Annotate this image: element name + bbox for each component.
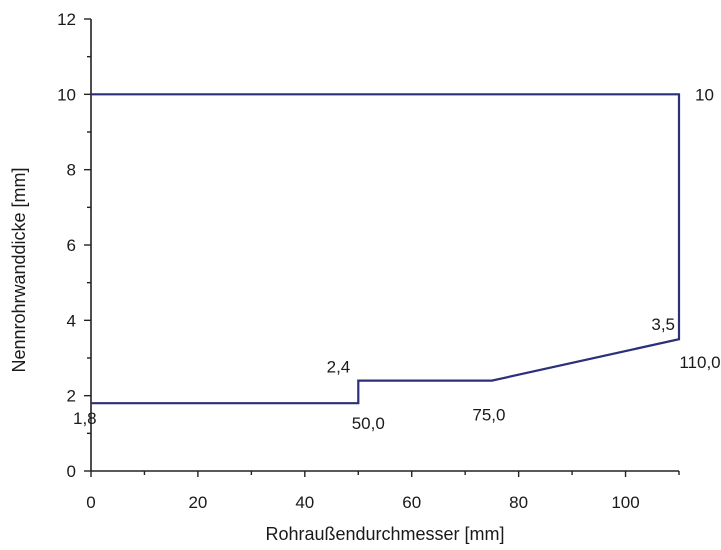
y-tick-label: 8 — [67, 161, 76, 180]
series-group — [91, 93, 681, 405]
series-line-0 — [91, 93, 681, 405]
x-tick-label: 80 — [509, 493, 528, 512]
x-axis-label: Rohraußendurchmesser [mm] — [265, 524, 504, 544]
y-tick-label: 12 — [57, 10, 76, 29]
data-label: 2,4 — [327, 358, 351, 377]
y-tick-label: 6 — [67, 236, 76, 255]
data-label: 10 — [695, 85, 714, 104]
data-label: 3,5 — [651, 315, 675, 334]
data-label: 50,0 — [352, 414, 385, 433]
data-label: 75,0 — [472, 406, 505, 425]
data-label: 1,8 — [73, 409, 97, 428]
x-ticks: 0 20 40 60 80 100 — [86, 471, 680, 512]
y-ticks: 0 2 4 6 8 10 12 — [57, 10, 91, 481]
y-tick-label: 10 — [57, 85, 76, 104]
x-tick-label: 60 — [402, 493, 421, 512]
y-axis-label: Nennrohrwanddicke [mm] — [9, 167, 29, 372]
y-tick-label: 4 — [67, 311, 76, 330]
x-tick-label: 20 — [188, 493, 207, 512]
x-tick-label: 0 — [86, 493, 95, 512]
y-tick-label: 2 — [67, 387, 76, 406]
x-tick-label: 100 — [611, 493, 639, 512]
y-tick-label: 0 — [67, 462, 76, 481]
x-tick-label: 40 — [295, 493, 314, 512]
data-label: 110,0 — [679, 353, 720, 372]
